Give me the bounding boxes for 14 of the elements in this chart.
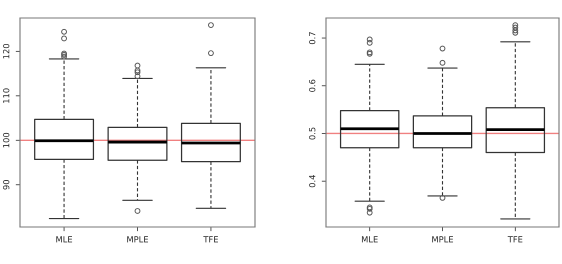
y-tick-label: 0.6 [309, 80, 316, 92]
y-tick-label: 0.4 [309, 175, 316, 188]
x-tick-label: MLE [56, 236, 72, 242]
y-tick-label: 90 [3, 180, 10, 190]
y-tick-label: 100 [3, 132, 10, 148]
y-tick-label: 0.5 [309, 128, 316, 140]
x-tick-label: MPLE [432, 236, 454, 242]
y-tick-label: 120 [3, 44, 10, 58]
x-tick-label: MLE [362, 236, 378, 242]
y-tick-label: 0.7 [309, 32, 316, 44]
y-tick-label: 110 [3, 88, 10, 103]
x-tick-label: MPLE [127, 236, 148, 242]
x-tick-label: TFE [203, 236, 218, 242]
x-tick-label: TFE [508, 236, 522, 242]
